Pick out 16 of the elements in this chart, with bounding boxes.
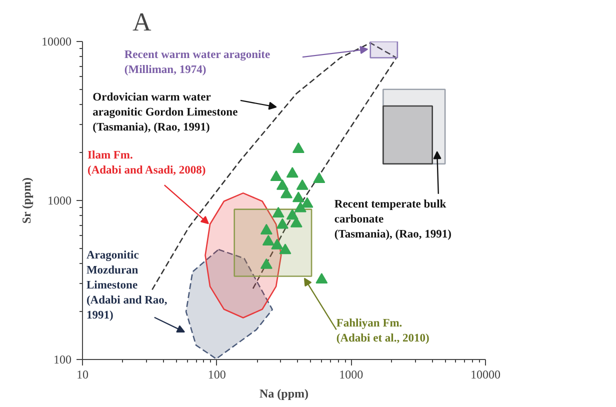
annotation: Ordovician warm water aragonitic Gordon Limestone (Tasmania), (Rao, 1991) — [92, 91, 238, 134]
annotation: Fahliyan Fm. (Adabi et al., 2010) — [336, 317, 430, 344]
chart-title: A — [132, 8, 152, 36]
y-axis-title: Sr (ppm) — [20, 178, 34, 224]
x-tick-label: 10 — [76, 368, 88, 382]
x-tick-label: 10000 — [470, 368, 500, 382]
x-tick-label: 1000 — [339, 368, 364, 382]
y-tick-label: 10000 — [42, 34, 72, 48]
annotation: Recent temperate bulk carbonate (Tasmania), (Rao, 1991) — [334, 198, 452, 240]
annotation: Aragonitic Mozduran Limestone (Adabi and Rao, 1991) — [86, 249, 168, 322]
y-tick-label: 1000 — [48, 194, 72, 208]
x-axis-title: Na (ppm) — [260, 386, 309, 400]
annotation: Recent warm water aragonite (Milliman, 1974) — [124, 49, 270, 76]
y-tick-label: 100 — [54, 352, 72, 366]
annotation: Ilam Fm. (Adabi and Asadi, 2008) — [88, 149, 206, 176]
x-tick-label: 100 — [208, 368, 226, 382]
